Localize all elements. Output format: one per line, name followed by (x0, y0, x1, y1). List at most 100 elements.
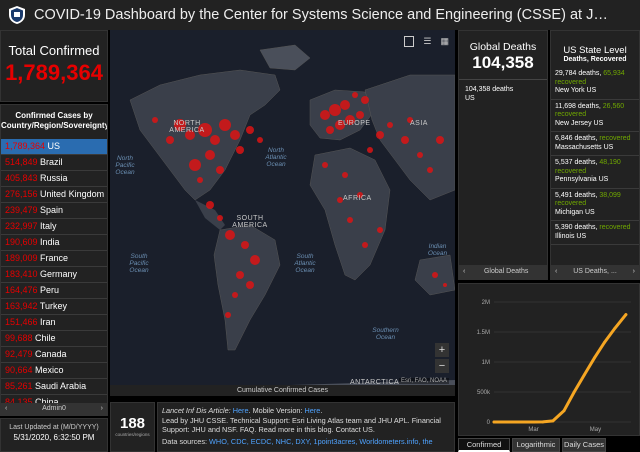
country-row[interactable]: 190,609 India (1, 235, 107, 251)
case-marker[interactable] (250, 255, 260, 265)
case-marker[interactable] (322, 162, 328, 168)
case-marker[interactable] (225, 230, 235, 240)
country-list-tab[interactable]: ‹ Admin0 › (1, 403, 107, 415)
case-marker[interactable] (361, 96, 369, 104)
list-icon[interactable]: ☰ (423, 36, 432, 46)
state-row[interactable]: 11,698 deaths, 26,560 recovered New Jerse… (551, 100, 639, 132)
last-updated-panel: Last Updated at (M/D/YYYY) 5/31/2020, 6:… (0, 418, 108, 452)
state-deaths: 5,537 deaths, (555, 159, 600, 166)
case-marker[interactable] (236, 146, 244, 154)
case-marker[interactable] (342, 172, 348, 178)
case-marker[interactable] (174, 119, 186, 131)
case-marker[interactable] (230, 130, 240, 140)
case-marker[interactable] (185, 130, 195, 140)
basemap-gallery-icon[interactable]: ▦ (440, 36, 449, 46)
state-row[interactable]: 5,390 deaths, recovered Illinois US (551, 221, 639, 245)
case-marker[interactable] (225, 312, 231, 318)
case-marker[interactable] (352, 92, 358, 98)
state-row[interactable]: 6,846 deaths, recovered Massachusetts US (551, 132, 639, 156)
chevron-right-icon[interactable]: › (100, 405, 103, 412)
state-row[interactable]: 5,491 deaths, 38,099 recovered Michigan U… (551, 189, 639, 221)
country-row[interactable]: 151,466 Iran (1, 315, 107, 331)
country-name: India (37, 237, 60, 247)
info-line-2[interactable]: Lead by JHU CSSE. Technical Support: Esr… (162, 415, 441, 435)
country-row[interactable]: 164,476 Peru (1, 283, 107, 299)
us-state-tab[interactable]: ‹ US Deaths, ... › (551, 265, 639, 279)
state-row[interactable]: 29,784 deaths, 65,934 recovered New York … (551, 67, 639, 100)
case-marker[interactable] (246, 126, 254, 134)
data-sources-links[interactable]: WHO, CDC, ECDC, NHC, DXY, 1point3acres, … (209, 436, 433, 446)
case-marker[interactable] (362, 242, 368, 248)
world-map[interactable]: NORTH AMERICA EUROPE ASIA AFRICA SOUTH A… (110, 30, 455, 396)
state-name: Illinois US (555, 232, 587, 240)
case-marker[interactable] (189, 159, 201, 171)
case-marker[interactable] (217, 215, 223, 221)
country-row[interactable]: 1,789,364 US (1, 139, 107, 155)
state-row[interactable]: 5,537 deaths, 48,190 recovered Pennsylvan… (551, 156, 639, 189)
country-row[interactable]: 189,009 France (1, 251, 107, 267)
case-marker[interactable] (205, 150, 215, 160)
case-marker[interactable] (377, 227, 383, 233)
country-row[interactable]: 163,942 Turkey (1, 299, 107, 315)
case-marker[interactable] (320, 110, 330, 120)
case-marker[interactable] (152, 117, 158, 123)
case-marker[interactable] (246, 281, 254, 289)
case-marker[interactable] (166, 136, 174, 144)
country-row[interactable]: 85,261 Saudi Arabia (1, 379, 107, 395)
case-marker[interactable] (198, 123, 212, 137)
map-toolbar: ☰ ▦ (404, 36, 449, 47)
country-row[interactable]: 405,843 Russia (1, 171, 107, 187)
country-row[interactable]: 90,664 Mexico (1, 363, 107, 379)
country-row[interactable]: 232,997 Italy (1, 219, 107, 235)
case-marker[interactable] (329, 104, 341, 116)
case-marker[interactable] (356, 111, 364, 119)
zoom-out-button[interactable]: − (435, 359, 449, 373)
zoom-in-button[interactable]: + (435, 343, 449, 357)
chevron-left-icon[interactable]: ‹ (5, 405, 8, 412)
country-row[interactable]: 239,479 Spain (1, 203, 107, 219)
chevron-left-icon[interactable]: ‹ (463, 268, 466, 275)
confirmed-chart[interactable]: 0 500k 1M 1.5M 2M Mar May (459, 284, 639, 434)
country-row[interactable]: 183,410 Germany (1, 267, 107, 283)
case-marker[interactable] (206, 201, 214, 209)
case-marker[interactable] (347, 217, 353, 223)
country-row[interactable]: 276,156 United Kingdom (1, 187, 107, 203)
case-marker[interactable] (401, 136, 409, 144)
chevron-left-icon[interactable]: ‹ (555, 268, 558, 275)
mobile-link[interactable]: Here (304, 406, 321, 415)
tab-logarithmic[interactable]: Logarithmic (512, 438, 560, 452)
case-marker[interactable] (340, 100, 350, 110)
case-marker[interactable] (417, 152, 423, 158)
lancet-link[interactable]: Here (232, 406, 249, 415)
case-marker[interactable] (219, 119, 231, 131)
case-marker[interactable] (197, 177, 203, 183)
case-marker[interactable] (236, 271, 244, 279)
chevron-right-icon[interactable]: › (632, 268, 635, 275)
case-marker[interactable] (432, 272, 438, 278)
case-marker[interactable] (337, 197, 343, 203)
case-marker[interactable] (345, 115, 355, 125)
case-marker[interactable] (210, 135, 220, 145)
tab-daily-cases[interactable]: Daily Cases (562, 438, 606, 452)
case-marker[interactable] (443, 283, 447, 287)
global-deaths-row[interactable]: 104,358 deaths US (459, 79, 547, 108)
case-marker[interactable] (427, 167, 433, 173)
case-marker[interactable] (376, 131, 384, 139)
tab-confirmed[interactable]: Confirmed (458, 438, 510, 452)
case-marker[interactable] (367, 147, 373, 153)
global-deaths-tab[interactable]: ‹ Global Deaths (459, 265, 547, 279)
bookmark-icon[interactable] (404, 36, 415, 47)
case-marker[interactable] (257, 137, 263, 143)
country-row[interactable]: 99,688 Chile (1, 331, 107, 347)
case-marker[interactable] (387, 122, 393, 128)
case-marker[interactable] (241, 241, 249, 249)
case-marker[interactable] (216, 166, 224, 174)
case-marker[interactable] (232, 292, 238, 298)
case-marker[interactable] (436, 136, 444, 144)
country-row[interactable]: 514,849 Brazil (1, 155, 107, 171)
case-marker[interactable] (407, 117, 413, 123)
case-marker[interactable] (357, 192, 363, 198)
case-marker[interactable] (335, 120, 345, 130)
country-row[interactable]: 92,479 Canada (1, 347, 107, 363)
case-marker[interactable] (326, 126, 334, 134)
